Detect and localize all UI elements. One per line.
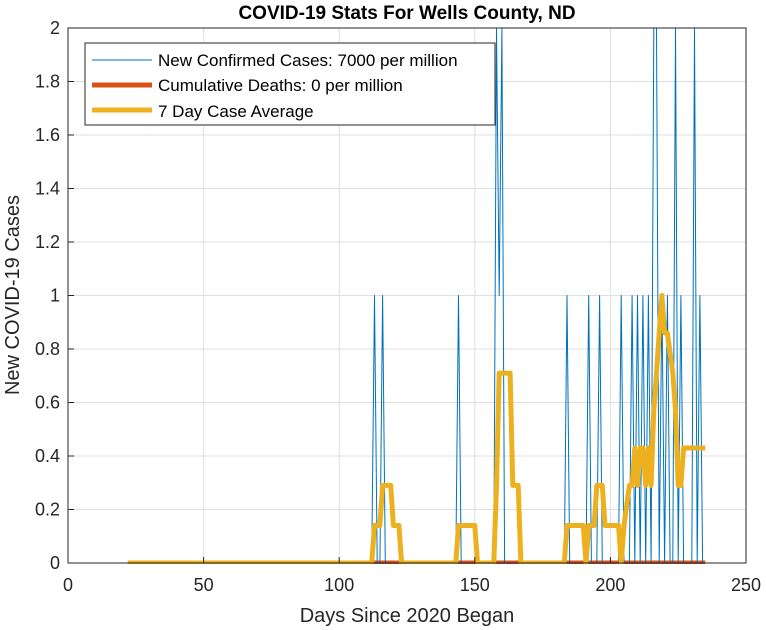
y-tick-label: 1.8 — [35, 72, 60, 92]
legend[interactable]: New Confirmed Cases: 7000 per million Cu… — [84, 42, 496, 126]
x-tick-label: 0 — [63, 575, 73, 595]
y-tick-label: 1.2 — [35, 232, 60, 252]
x-tick-label: 100 — [324, 575, 354, 595]
legend-label-seven-day-average: 7 Day Case Average — [158, 102, 314, 121]
y-tick-label: 1 — [50, 286, 60, 306]
y-tick-label: 2 — [50, 18, 60, 38]
chart-title: COVID-19 Stats For Wells County, ND — [238, 3, 575, 24]
y-tick-label: 0 — [50, 553, 60, 573]
y-tick-label: 0.6 — [35, 393, 60, 413]
legend-label-new-cases: New Confirmed Cases: 7000 per million — [158, 51, 458, 70]
y-tick-label: 1.6 — [35, 125, 60, 145]
y-tick-label: 0.8 — [35, 339, 60, 359]
legend-label-cumulative-deaths: Cumulative Deaths: 0 per million — [158, 76, 403, 95]
x-axis: 0 50 100 150 200 250 — [63, 557, 761, 595]
x-tick-label: 250 — [731, 575, 761, 595]
y-axis: 0 0.2 0.4 0.6 0.8 1 1.2 1.4 1.6 1.8 2 — [35, 18, 74, 573]
x-tick-label: 200 — [595, 575, 625, 595]
y-axis-title: New COVID-19 Cases — [2, 195, 24, 395]
x-tick-label: 50 — [194, 575, 214, 595]
x-tick-label: 150 — [460, 575, 490, 595]
legend-box — [84, 42, 496, 126]
x-axis-title: Days Since 2020 Began — [300, 605, 515, 627]
y-tick-label: 0.4 — [35, 446, 60, 466]
y-tick-label: 0.2 — [35, 500, 60, 520]
y-tick-label: 1.4 — [35, 179, 60, 199]
